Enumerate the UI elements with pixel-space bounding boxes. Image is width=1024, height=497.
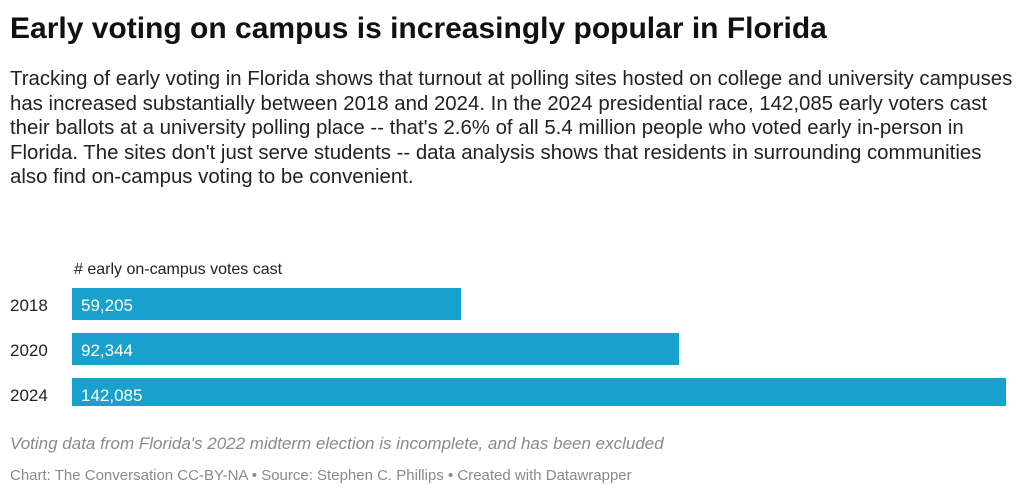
bar-row: 2024 142,085 — [10, 378, 1006, 406]
bar — [72, 378, 1006, 406]
value-label: 59,205 — [81, 296, 133, 315]
bar-row: 2018 59,205 — [10, 288, 461, 320]
chart-title: Early voting on campus is increasingly p… — [10, 12, 827, 45]
bar-row: 2020 92,344 — [10, 333, 679, 365]
chart-footer: Chart: The Conversation CC-BY-NA • Sourc… — [10, 467, 632, 484]
column-header: # early on-campus votes cast — [74, 261, 283, 278]
bar — [72, 333, 679, 365]
chart-description: Tracking of early voting in Florida show… — [10, 68, 1013, 188]
bar-chart: # early on-campus votes cast 2018 59,205 20… — [10, 256, 1014, 406]
chart-note: Voting data from Florida's 2022 midterm … — [10, 434, 664, 453]
category-label: 2020 — [10, 341, 48, 360]
category-label: 2024 — [10, 386, 48, 405]
category-label: 2018 — [10, 296, 48, 315]
value-label: 92,344 — [81, 341, 133, 360]
value-label: 142,085 — [81, 386, 142, 405]
bar — [72, 288, 461, 320]
